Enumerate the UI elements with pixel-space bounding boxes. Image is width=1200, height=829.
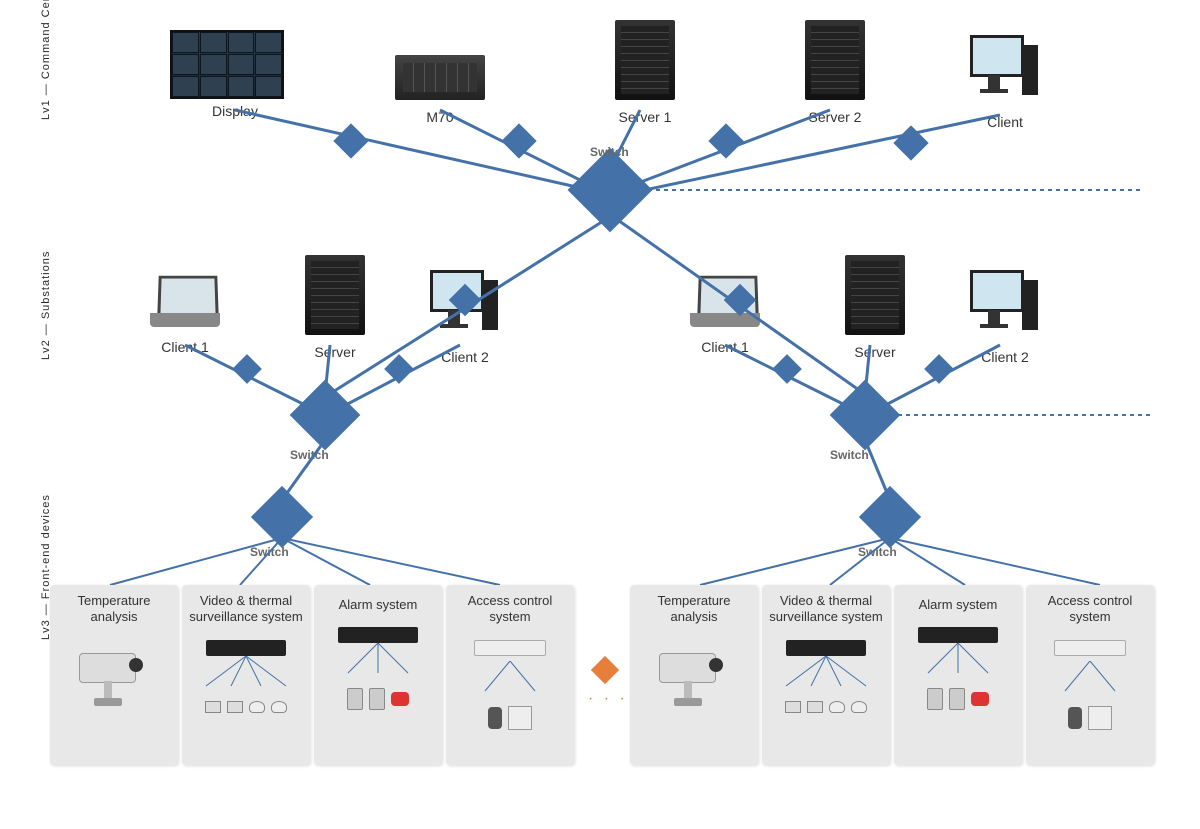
- card-right-alarm: Alarm system: [894, 585, 1022, 765]
- switch-mid-left: [290, 380, 361, 451]
- client-top-label: Client: [960, 114, 1050, 130]
- card-left-access: Access control system: [446, 585, 574, 765]
- mid-left-client2-icon: [430, 270, 500, 340]
- m70-icon: [395, 55, 485, 100]
- card-right-temp: Temperature analysis: [630, 585, 758, 765]
- server2-icon: [805, 20, 865, 100]
- ptz-camera-icon: [851, 701, 867, 713]
- node-mid-left-client2: Client 2: [420, 270, 510, 365]
- card-left-access-label: Access control system: [446, 587, 574, 630]
- mid-left-client1-label: Client 1: [140, 339, 230, 355]
- box-camera-icon: [205, 701, 221, 713]
- bullet-camera-icon: [807, 701, 823, 713]
- card-right-video: Video & thermal surveillance system: [762, 585, 890, 765]
- client-top-icon: [970, 35, 1040, 105]
- card-left-alarm: Alarm system: [314, 585, 442, 765]
- switch-bottom-left-label: Switch: [250, 545, 289, 559]
- thermal-camera-icon: [69, 648, 149, 708]
- card-reader-icon: [1068, 707, 1082, 729]
- switch-mid-left-label: Switch: [290, 448, 329, 462]
- node-mid-left-server: Server: [290, 255, 380, 360]
- mid-left-server-icon: [305, 255, 365, 335]
- dome-camera-icon: [829, 701, 845, 713]
- display-label: Display: [170, 103, 300, 119]
- mid-right-client2-icon: [970, 270, 1040, 340]
- laptop-icon-r: [690, 275, 760, 330]
- card-right-access: Access control system: [1026, 585, 1154, 765]
- card-right-video-label: Video & thermal surveillance system: [762, 587, 890, 630]
- exit-button-icon: [508, 706, 532, 730]
- card-reader-icon: [488, 707, 502, 729]
- exit-button-icon: [1088, 706, 1112, 730]
- card-right-access-label: Access control system: [1026, 587, 1154, 630]
- mid-left-server-label: Server: [290, 344, 380, 360]
- box-camera-icon: [785, 701, 801, 713]
- videowall-icon: [170, 30, 284, 99]
- mid-right-server-label: Server: [830, 344, 920, 360]
- node-mid-right-client2: Client 2: [960, 270, 1050, 365]
- mid-right-client1-label: Client 1: [680, 339, 770, 355]
- card-left-video-label: Video & thermal surveillance system: [182, 587, 310, 630]
- siren-icon: [391, 692, 409, 706]
- bullet-camera-icon: [227, 701, 243, 713]
- node-client-top: Client: [960, 35, 1050, 130]
- section-label-top: Lv1 — Command Center: [40, 0, 52, 120]
- mid-right-server-icon: [845, 255, 905, 335]
- node-m70: M70: [385, 55, 495, 125]
- switch-mid-right: [830, 380, 901, 451]
- node-mid-left-client1: Client 1: [140, 275, 230, 355]
- siren-icon: [971, 692, 989, 706]
- pir-sensor-icon: [927, 688, 943, 710]
- more-dots: · · ·: [588, 690, 628, 708]
- dome-camera-icon: [249, 701, 265, 713]
- switch-bottom-right: [859, 486, 921, 548]
- server1-icon: [615, 20, 675, 100]
- node-server2: Server 2: [790, 20, 880, 125]
- switch-top: [568, 148, 653, 233]
- server1-label: Server 1: [600, 109, 690, 125]
- card-left-temp: Temperature analysis: [50, 585, 178, 765]
- door-sensor-icon: [949, 688, 965, 710]
- node-mid-right-client1: Client 1: [680, 275, 770, 355]
- card-left-video: Video & thermal surveillance system: [182, 585, 310, 765]
- m70-label: M70: [385, 109, 495, 125]
- switch-top-label: Switch: [590, 145, 629, 159]
- switch-mid-right-label: Switch: [830, 448, 869, 462]
- access-controller-icon: [1054, 640, 1126, 656]
- laptop-icon: [150, 275, 220, 330]
- mid-right-client2-label: Client 2: [960, 349, 1050, 365]
- mid-left-client2-label: Client 2: [420, 349, 510, 365]
- card-left-alarm-label: Alarm system: [314, 587, 442, 613]
- thermal-camera-icon: [649, 648, 729, 708]
- card-right-temp-label: Temperature analysis: [630, 587, 758, 630]
- nvr-icon: [786, 640, 866, 656]
- alarm-panel-icon: [918, 627, 998, 643]
- node-server1: Server 1: [600, 20, 690, 125]
- switch-bottom-right-label: Switch: [858, 545, 897, 559]
- pir-sensor-icon: [347, 688, 363, 710]
- access-controller-icon: [474, 640, 546, 656]
- node-mid-right-server: Server: [830, 255, 920, 360]
- alarm-panel-icon: [338, 627, 418, 643]
- nvr-icon: [206, 640, 286, 656]
- switch-bottom-left: [251, 486, 313, 548]
- card-right-alarm-label: Alarm system: [894, 587, 1022, 613]
- more-diamond: [591, 656, 619, 684]
- diagram-canvas: Lv1 — Command Center Lv2 — Substations L…: [0, 0, 1200, 829]
- section-label-mid: Lv2 — Substations: [40, 251, 52, 360]
- node-display: Display: [170, 30, 300, 119]
- ptz-camera-icon: [271, 701, 287, 713]
- door-sensor-icon: [369, 688, 385, 710]
- server2-label: Server 2: [790, 109, 880, 125]
- card-left-temp-label: Temperature analysis: [50, 587, 178, 630]
